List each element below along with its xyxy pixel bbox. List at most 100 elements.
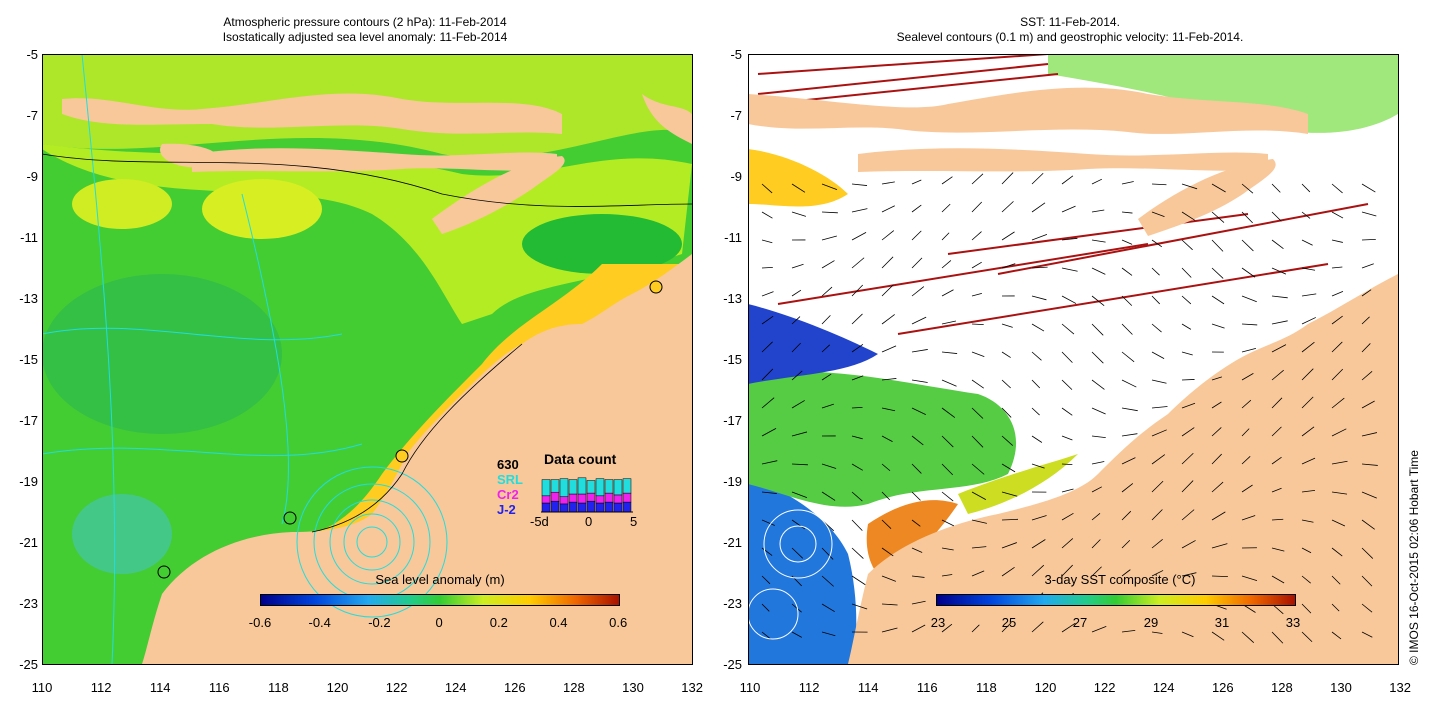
velocity-arrow [1211, 427, 1222, 437]
velocity-arrow [911, 204, 922, 213]
velocity-arrow [941, 320, 957, 325]
land-indonesia-north [62, 93, 562, 134]
velocity-arrow [761, 397, 775, 409]
velocity-arrow [1091, 435, 1106, 438]
velocity-arrow [1361, 463, 1378, 466]
velocity-arrow [881, 284, 894, 297]
velocity-arrow [941, 260, 952, 269]
velocity-arrow [1181, 351, 1193, 356]
velocity-arrow [1181, 402, 1196, 409]
velocity-arrow [1001, 542, 1017, 549]
colorbar-tick-label: 0.2 [489, 615, 508, 630]
velocity-arrow [1241, 211, 1253, 224]
velocity-arrow [1061, 267, 1078, 272]
velocity-arrow [1091, 486, 1102, 493]
velocity-arrow [1241, 295, 1257, 303]
velocity-arrow [821, 260, 835, 269]
sst-coast-yellow [958, 454, 1078, 514]
velocity-arrow [1271, 575, 1285, 584]
velocity-arrow [881, 575, 896, 582]
velocity-arrow [971, 173, 984, 185]
velocity-arrow [1121, 539, 1131, 549]
velocity-arrow [791, 631, 802, 638]
y-tick-label: -19 [19, 474, 38, 489]
x-tick-label: 132 [681, 680, 703, 695]
velocity-arrow [821, 211, 838, 214]
land-timor [1138, 159, 1276, 236]
data-count-bar [613, 479, 623, 496]
velocity-arrow [941, 547, 954, 551]
velocity-arrow [971, 624, 980, 633]
velocity-arrow [941, 176, 953, 185]
velocity-arrow [1301, 183, 1311, 193]
velocity-arrow [1301, 317, 1316, 325]
velocity-arrow [1301, 575, 1311, 584]
velocity-arrow [1151, 631, 1163, 634]
y-tick-label: -17 [19, 413, 38, 428]
velocity-arrow [1001, 567, 1015, 577]
velocity-arrow [1121, 239, 1133, 245]
velocity-arrow [1331, 239, 1343, 243]
y-tick-label: -17 [723, 413, 742, 428]
data-count-bar [559, 503, 569, 513]
velocity-arrow [1301, 547, 1312, 554]
velocity-arrow [1211, 453, 1222, 465]
velocity-arrow [1301, 631, 1313, 643]
velocity-arrow [851, 284, 864, 297]
velocity-arrow [1151, 323, 1162, 333]
land-australia [848, 274, 1398, 664]
right-map [748, 54, 1399, 665]
sst-west-blue [748, 474, 857, 664]
tide-gauge-dot [157, 565, 171, 579]
velocity-arrow [821, 315, 831, 325]
velocity-arrow [1331, 460, 1348, 465]
sla-yellow-spot [202, 179, 322, 239]
velocity-arrow [761, 603, 770, 612]
land-australia [142, 254, 692, 664]
velocity-arrow [1031, 564, 1045, 577]
velocity-arrow [791, 289, 802, 297]
colorbar-tick-label: 25 [1001, 615, 1017, 630]
velocity-arrow [1001, 323, 1013, 328]
data-count-bar [586, 492, 596, 502]
velocity-arrow [1361, 289, 1372, 297]
velocity-arrow [1091, 512, 1101, 521]
left-map-frame [42, 54, 693, 665]
velocity-arrow [1061, 564, 1073, 577]
velocity-arrow [1331, 547, 1343, 557]
velocity-arrow [1301, 267, 1316, 271]
velocity-arrow [911, 624, 926, 633]
data-count-bar [559, 478, 569, 497]
velocity-arrow [851, 208, 868, 213]
velocity-arrow [941, 623, 953, 633]
velocity-arrow [1271, 487, 1282, 493]
velocity-arrow [791, 463, 808, 466]
velocity-arrow [1241, 456, 1251, 465]
velocity-arrow [761, 519, 775, 526]
velocity-arrow [1121, 351, 1135, 363]
velocity-arrow [911, 600, 926, 605]
velocity-arrow [1301, 341, 1315, 353]
velocity-arrow [821, 463, 837, 469]
velocity-arrow [1271, 631, 1284, 644]
data-count-series-j2: J-2 [497, 502, 516, 517]
colorbar-tick-label: 23 [930, 615, 946, 630]
data-count-bar [550, 500, 560, 513]
x-tick-label: 126 [1211, 680, 1234, 695]
velocity-arrow [941, 203, 951, 213]
velocity-arrow [1361, 575, 1373, 587]
velocity-arrow [1181, 572, 1197, 577]
velocity-arrow [1001, 231, 1015, 241]
velocity-arrow [1331, 266, 1343, 269]
velocity-arrow [1211, 323, 1225, 329]
velocity-arrow [1151, 429, 1167, 437]
data-count-bar [568, 479, 578, 495]
velocity-arrow [1121, 379, 1137, 388]
velocity-arrow [1301, 426, 1315, 437]
velocity-arrow [881, 230, 895, 241]
x-tick-label: 126 [503, 680, 526, 695]
y-tick-label: -25 [19, 657, 38, 672]
velocity-arrow [761, 291, 774, 297]
velocity-arrow [1151, 239, 1163, 248]
velocity-arrow [1001, 622, 1012, 633]
